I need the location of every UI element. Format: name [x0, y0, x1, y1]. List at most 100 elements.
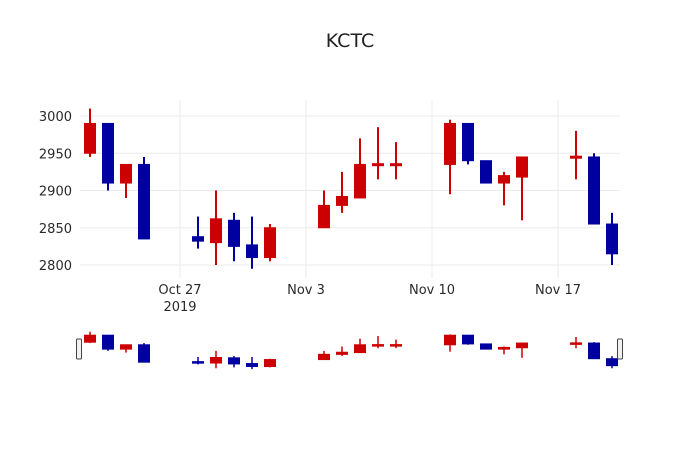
- candle-body: [570, 342, 582, 345]
- range-slider-right-handle[interactable]: [617, 338, 623, 360]
- candle[interactable]: [516, 156, 528, 221]
- candle-body: [192, 361, 204, 364]
- candle-body: [264, 227, 276, 259]
- candle[interactable]: [588, 153, 600, 225]
- candle[interactable]: [390, 142, 402, 180]
- candle[interactable]: [462, 334, 474, 345]
- candle[interactable]: [336, 346, 348, 357]
- candle[interactable]: [102, 334, 114, 351]
- candle-body: [588, 156, 600, 225]
- candle[interactable]: [480, 160, 492, 184]
- chart-title: KCTC: [325, 30, 375, 52]
- candle[interactable]: [138, 343, 150, 363]
- candle[interactable]: [444, 119, 456, 195]
- candle-body: [372, 344, 384, 347]
- candle[interactable]: [462, 122, 474, 165]
- candle[interactable]: [570, 130, 582, 180]
- candle-body: [228, 357, 240, 365]
- candle[interactable]: [192, 216, 204, 249]
- candle[interactable]: [264, 358, 276, 368]
- candle-body: [264, 359, 276, 368]
- candle[interactable]: [84, 108, 96, 157]
- candle[interactable]: [606, 356, 618, 369]
- range-slider-left-handle[interactable]: [76, 338, 82, 360]
- candle[interactable]: [228, 212, 240, 262]
- candle-body: [606, 358, 618, 367]
- candle-body: [102, 334, 114, 350]
- x-tick-label: Nov 3: [287, 283, 325, 298]
- candle[interactable]: [84, 331, 96, 344]
- candle[interactable]: [498, 346, 510, 355]
- candle[interactable]: [354, 138, 366, 199]
- candle[interactable]: [372, 336, 384, 349]
- candle[interactable]: [588, 342, 600, 360]
- candle[interactable]: [606, 212, 618, 265]
- candle[interactable]: [318, 190, 330, 229]
- candle-body: [210, 218, 222, 244]
- candle[interactable]: [192, 356, 204, 365]
- y-axis: 2800 2850 2900 2950 3000: [39, 110, 72, 274]
- candle[interactable]: [336, 171, 348, 213]
- candle[interactable]: [318, 350, 330, 361]
- candle[interactable]: [210, 350, 222, 369]
- candle-body: [462, 334, 474, 345]
- x-tick-label: Nov 10: [409, 283, 455, 298]
- candle-body: [516, 342, 528, 349]
- candle-body: [354, 344, 366, 354]
- candle-body: [336, 351, 348, 355]
- candle-body: [570, 155, 582, 159]
- candle[interactable]: [570, 336, 582, 349]
- y-tick-label: 2950: [39, 147, 72, 162]
- candle-body: [606, 223, 618, 255]
- candle[interactable]: [516, 342, 528, 358]
- candle-body: [246, 244, 258, 259]
- candles[interactable]: [84, 108, 618, 269]
- candle-body: [120, 344, 132, 350]
- candle-body: [390, 344, 402, 347]
- candle[interactable]: [390, 339, 402, 349]
- candle-body: [588, 342, 600, 360]
- candle[interactable]: [246, 216, 258, 269]
- candle-body: [210, 356, 222, 364]
- candle[interactable]: [498, 171, 510, 206]
- candle[interactable]: [480, 343, 492, 350]
- y-tick-label: 3000: [39, 110, 72, 125]
- y-tick-label: 2800: [39, 259, 72, 274]
- candle-body: [354, 163, 366, 199]
- candle-body: [498, 346, 510, 350]
- candle-body: [372, 163, 384, 167]
- candle-body: [318, 204, 330, 229]
- candle[interactable]: [354, 338, 366, 354]
- x-axis: Oct 27 2019 Nov 3 Nov 10 Nov 17: [158, 283, 581, 315]
- candle[interactable]: [120, 163, 132, 198]
- candle[interactable]: [228, 356, 240, 368]
- candle-body: [516, 156, 528, 178]
- candle[interactable]: [210, 190, 222, 266]
- candle-body: [84, 122, 96, 154]
- candle-body: [102, 122, 114, 184]
- candle[interactable]: [264, 224, 276, 262]
- candle-body: [390, 163, 402, 167]
- candle-body: [480, 343, 492, 350]
- y-tick-label: 2850: [39, 222, 72, 237]
- candle[interactable]: [444, 334, 456, 352]
- candle[interactable]: [102, 122, 114, 191]
- range-slider[interactable]: [76, 331, 623, 370]
- candle-body: [228, 219, 240, 247]
- candle-body: [462, 122, 474, 162]
- candle-body: [192, 236, 204, 242]
- gridlines: [80, 100, 620, 278]
- candle[interactable]: [120, 344, 132, 353]
- candle-body: [120, 163, 132, 184]
- x-tick-label: Oct 27: [158, 283, 201, 298]
- candle[interactable]: [372, 127, 384, 180]
- candle-body: [318, 353, 330, 361]
- x-tick-label: Nov 17: [535, 283, 581, 298]
- candle-body: [84, 334, 96, 343]
- candle-body: [444, 334, 456, 346]
- candle[interactable]: [246, 356, 258, 370]
- x-tick-year-label: 2019: [163, 300, 196, 315]
- candle[interactable]: [138, 156, 150, 240]
- candle-body: [138, 344, 150, 363]
